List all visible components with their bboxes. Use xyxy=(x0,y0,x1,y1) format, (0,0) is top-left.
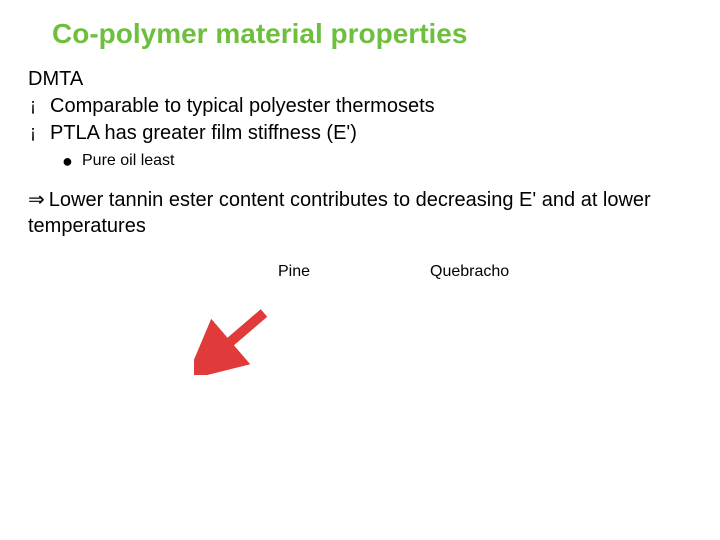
conclusion-line: ⇒Lower tannin ester content contributes … xyxy=(28,187,692,239)
sub-bullet-item: ● Pure oil least xyxy=(62,149,692,173)
heading-text: DMTA xyxy=(28,66,83,93)
sub-bullet-text: Pure oil least xyxy=(82,150,175,172)
bullet-item: ¡ Comparable to typical polyester thermo… xyxy=(28,93,692,120)
label-quebracho: Quebracho xyxy=(430,261,509,283)
trend-arrow-icon xyxy=(194,305,274,375)
slide-title: Co-polymer material properties xyxy=(52,18,692,50)
label-pine: Pine xyxy=(278,261,310,283)
chart-labels-row: Pine Quebracho xyxy=(28,261,692,283)
bullet-text: Comparable to typical polyester thermose… xyxy=(50,93,435,120)
hollow-bullet-icon: ¡ xyxy=(28,120,50,144)
hollow-bullet-icon: ¡ xyxy=(28,93,50,117)
conclusion-text: Lower tannin ester content contributes t… xyxy=(28,189,651,237)
heading-line: DMTA xyxy=(28,66,692,93)
double-arrow-icon: ⇒ xyxy=(28,189,45,211)
bullet-item: ¡ PTLA has greater film stiffness (E') xyxy=(28,120,692,147)
filled-bullet-icon: ● xyxy=(62,149,82,173)
bullet-text: PTLA has greater film stiffness (E') xyxy=(50,120,357,147)
